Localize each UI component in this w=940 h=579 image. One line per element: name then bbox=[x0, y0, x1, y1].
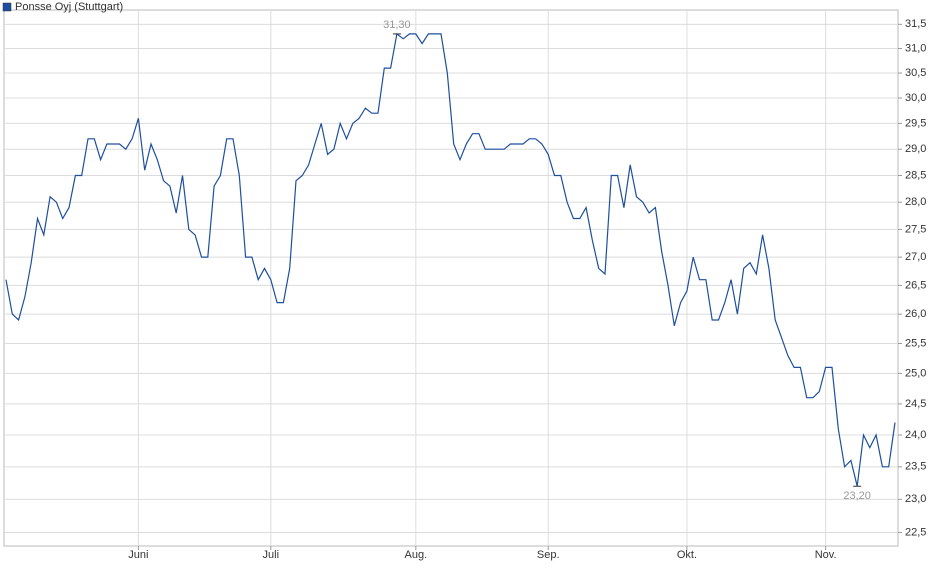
x-tick-label: Juli bbox=[263, 549, 280, 561]
y-tick-label: 28,5 bbox=[905, 169, 926, 181]
y-tick-label: 28,0 bbox=[905, 196, 926, 208]
y-tick-label: 31,5 bbox=[905, 18, 926, 30]
x-tick-label: Nov. bbox=[815, 549, 837, 561]
y-tick-label: 23,5 bbox=[905, 461, 926, 473]
plot-frame bbox=[3, 9, 899, 547]
legend-label: Ponsse Oyj (Stuttgart) bbox=[15, 1, 123, 13]
x-tick-label: Sep. bbox=[537, 549, 560, 561]
y-tick-label: 25,0 bbox=[905, 367, 926, 379]
y-tick-label: 31,0 bbox=[905, 42, 926, 54]
y-tick-label: 22,5 bbox=[905, 526, 926, 538]
y-tick-label: 23,0 bbox=[905, 493, 926, 505]
y-tick-label: 24,5 bbox=[905, 398, 926, 410]
extreme-label: 23,20 bbox=[843, 490, 871, 502]
extreme-label: 31,30 bbox=[383, 19, 411, 31]
y-tick-label: 26,0 bbox=[905, 308, 926, 320]
y-tick-label: 27,0 bbox=[905, 251, 926, 263]
y-tick-label: 27,5 bbox=[905, 223, 926, 235]
y-tick-label: 29,5 bbox=[905, 117, 926, 129]
y-tick-label: 29,0 bbox=[905, 143, 926, 155]
x-tick-label: Okt. bbox=[677, 549, 697, 561]
x-tick-label: Juni bbox=[128, 549, 148, 561]
y-tick-label: 26,5 bbox=[905, 279, 926, 291]
x-tick-label: Aug. bbox=[405, 549, 428, 561]
y-tick-label: 30,5 bbox=[905, 67, 926, 79]
y-tick-label: 25,5 bbox=[905, 337, 926, 349]
data-line bbox=[5, 32, 896, 487]
y-tick-label: 30,0 bbox=[905, 92, 926, 104]
y-tick-label: 24,0 bbox=[905, 429, 926, 441]
legend-swatch bbox=[2, 2, 12, 12]
